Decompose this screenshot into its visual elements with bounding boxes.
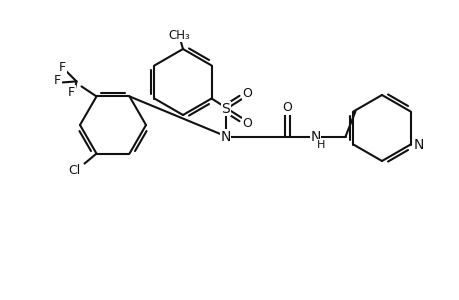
Text: CH₃: CH₃ (168, 28, 190, 41)
Text: N: N (310, 130, 320, 143)
Text: F: F (68, 86, 75, 99)
Text: O: O (282, 101, 292, 114)
Text: S: S (221, 101, 230, 116)
Text: N: N (220, 130, 230, 143)
Text: O: O (242, 117, 252, 130)
Text: H: H (316, 140, 324, 149)
Text: F: F (59, 61, 66, 74)
Text: O: O (242, 87, 252, 100)
Text: Cl: Cl (68, 164, 80, 177)
Text: N: N (413, 137, 423, 152)
Text: F: F (54, 74, 61, 87)
